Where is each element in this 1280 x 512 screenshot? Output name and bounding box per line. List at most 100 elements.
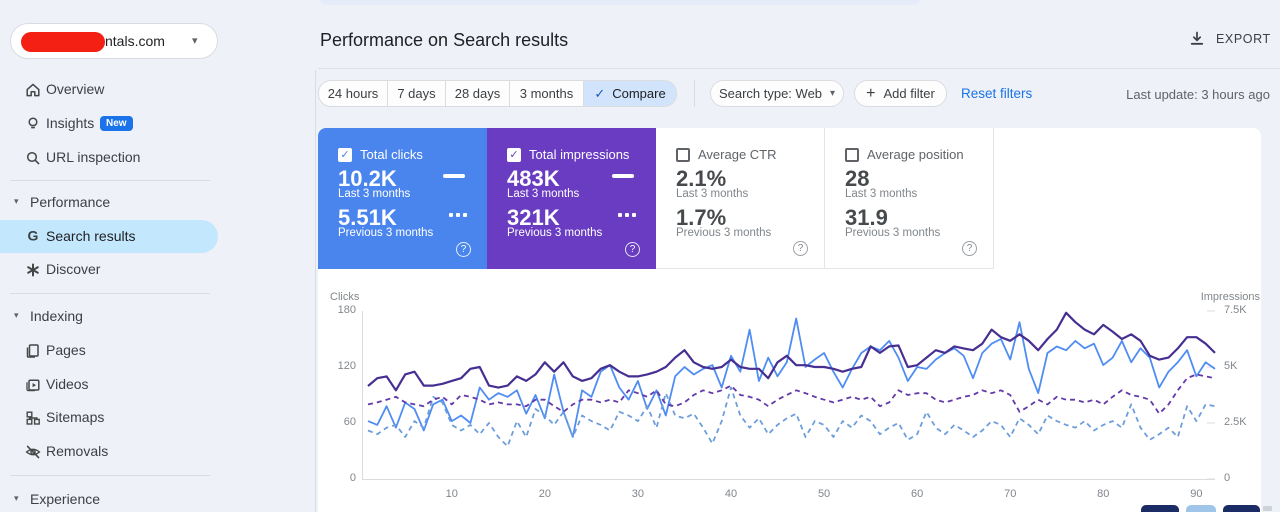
help-icon[interactable]: ?: [793, 241, 808, 256]
section-label: Experience: [30, 491, 101, 507]
date-range-chip-28-days[interactable]: 28 days: [446, 80, 510, 107]
sidebar-item-label: Insights: [46, 115, 95, 131]
metric-previous-value: 1.7%: [676, 205, 727, 230]
help-icon[interactable]: ?: [625, 242, 640, 257]
metric-card-average-position[interactable]: Average position 28 Last 3 months 31.9 P…: [825, 128, 994, 269]
x-tick-20: 20: [538, 488, 551, 500]
left-tick-0: 0: [349, 472, 356, 484]
page-title: Performance on Search results: [320, 30, 569, 50]
chevron-down-icon: ▾: [14, 493, 19, 503]
metric-label: Average position: [867, 147, 964, 162]
metric-current-period: Last 3 months: [676, 188, 749, 200]
bottom-widget-shape-3[interactable]: [1223, 505, 1260, 512]
export-button[interactable]: EXPORT: [1188, 30, 1272, 50]
x-tick-10: 10: [445, 488, 458, 500]
search-type-dropdown[interactable]: Search type: Web ▾: [710, 80, 844, 107]
performance-chart: Clicks Impressions 180 120 60 0 7.5K 5K 2.5K 0…: [318, 285, 1260, 512]
metric-card-total-clicks[interactable]: ✓ Total clicks 10.2K Last 3 months 5.51K…: [318, 128, 487, 269]
solid-line-indicator: [612, 174, 634, 178]
search-type-label: Search type: Web: [718, 86, 823, 101]
sidebar-section-experience[interactable]: ▾ Experience: [0, 489, 218, 512]
metric-current-period: Last 3 months: [338, 188, 411, 200]
average-position-checkbox-unchecked[interactable]: [845, 148, 859, 162]
bottom-widget-shape-2[interactable]: [1186, 505, 1216, 512]
total-clicks-checkbox-checked[interactable]: ✓: [338, 148, 352, 162]
reset-filters-link[interactable]: Reset filters: [961, 86, 1033, 101]
metric-current-period: Last 3 months: [507, 188, 580, 200]
average-ctr-checkbox-unchecked[interactable]: [676, 148, 690, 162]
sidebar-item-discover[interactable]: Discover: [0, 256, 218, 284]
sidebar-item-videos[interactable]: Videos: [0, 371, 218, 399]
removals-eye-slash-icon: [25, 445, 41, 459]
chevron-down-icon: ▾: [14, 196, 19, 206]
metric-card-average-ctr[interactable]: Average CTR 2.1% Last 3 months 1.7% Prev…: [656, 128, 825, 269]
sidebar-item-sitemaps[interactable]: Sitemaps: [0, 404, 218, 432]
chevron-down-icon: ▾: [192, 35, 198, 47]
sidebar-item-pages[interactable]: Pages: [0, 337, 218, 365]
metric-previous-value: 321K: [507, 205, 560, 230]
metric-card-total-impressions[interactable]: ✓ Total impressions 483K Last 3 months 3…: [487, 128, 656, 269]
sidebar-section-indexing[interactable]: ▾ Indexing: [0, 306, 218, 330]
home-icon: [26, 83, 40, 97]
left-axis-title: Clicks: [330, 291, 360, 303]
chart-series-clicks-current: [367, 317, 1216, 438]
x-tick-40: 40: [724, 488, 738, 500]
metric-current-period: Last 3 months: [845, 188, 918, 200]
metric-previous-period: Previous 3 months: [676, 227, 772, 239]
metric-current-value: 2.1%: [676, 166, 727, 191]
sitemaps-icon: [26, 411, 40, 425]
sidebar-divider: [10, 293, 210, 294]
date-range-chip-24-hours[interactable]: 24 hours: [318, 80, 388, 107]
chart-series-impressions-previous: [367, 373, 1216, 415]
pages-icon: [26, 344, 39, 358]
property-selector[interactable]: ntals.com ▾: [10, 23, 218, 59]
sidebar-item-label: Discover: [46, 261, 101, 277]
sidebar-item-label: Removals: [46, 443, 109, 459]
sidebar-section-performance[interactable]: ▾ Performance: [0, 192, 218, 216]
metric-previous-period: Previous 3 months: [845, 227, 941, 239]
sidebar-item-insights[interactable]: Insights New: [0, 110, 218, 138]
sidebar-content-divider: [315, 70, 316, 512]
add-filter-button[interactable]: + Add filter: [854, 80, 947, 107]
total-impressions-checkbox-checked[interactable]: ✓: [507, 148, 521, 162]
chart-svg: [362, 310, 1216, 480]
left-tick-60: 60: [343, 416, 356, 428]
property-domain: ntals.com: [105, 33, 165, 49]
section-label: Indexing: [30, 308, 83, 324]
solid-line-indicator: [443, 174, 465, 178]
sidebar-item-label: URL inspection: [46, 149, 141, 165]
left-tick-180: 180: [337, 304, 356, 316]
metric-label: Total impressions: [529, 147, 630, 162]
metric-label: Total clicks: [360, 147, 423, 162]
help-icon[interactable]: ?: [456, 242, 471, 257]
bottom-widget-extra-mark: [1263, 506, 1272, 511]
x-tick-50: 50: [817, 488, 831, 500]
right-axis-title: Impressions: [1200, 291, 1260, 303]
metric-previous-value: 31.9: [845, 205, 888, 230]
x-tick-30: 30: [631, 488, 645, 500]
date-range-chip-3-months[interactable]: 3 months: [510, 80, 584, 107]
bottom-widget-shape-1[interactable]: [1141, 505, 1179, 512]
sidebar-item-search-results[interactable]: G Search results: [0, 220, 218, 253]
metric-previous-period: Previous 3 months: [338, 227, 434, 239]
plus-icon: +: [866, 84, 876, 102]
compare-chip-selected[interactable]: ✓ Compare: [584, 80, 677, 107]
help-icon[interactable]: ?: [962, 241, 977, 256]
new-badge: New: [100, 116, 133, 131]
export-label: EXPORT: [1216, 32, 1271, 46]
metric-previous-value: 5.51K: [338, 205, 397, 230]
sidebar-item-label: Search results: [46, 228, 136, 244]
add-filter-label: Add filter: [883, 86, 935, 101]
x-tick-70: 70: [1004, 488, 1017, 500]
sidebar-item-url-inspection[interactable]: URL inspection: [0, 144, 218, 172]
left-tick-120: 120: [337, 360, 356, 372]
chip-label: 24 hours: [327, 86, 379, 101]
date-range-chip-7-days[interactable]: 7 days: [388, 80, 446, 107]
right-tick-5K: 5K: [1224, 360, 1238, 372]
x-tick-90: 90: [1190, 488, 1203, 500]
chart-series-clicks-previous: [367, 386, 1216, 448]
sidebar-item-removals[interactable]: Removals: [0, 438, 218, 466]
header-divider: [318, 68, 1280, 69]
sidebar-item-overview[interactable]: Overview: [0, 76, 218, 104]
top-search-bar-partial[interactable]: [320, 0, 920, 5]
